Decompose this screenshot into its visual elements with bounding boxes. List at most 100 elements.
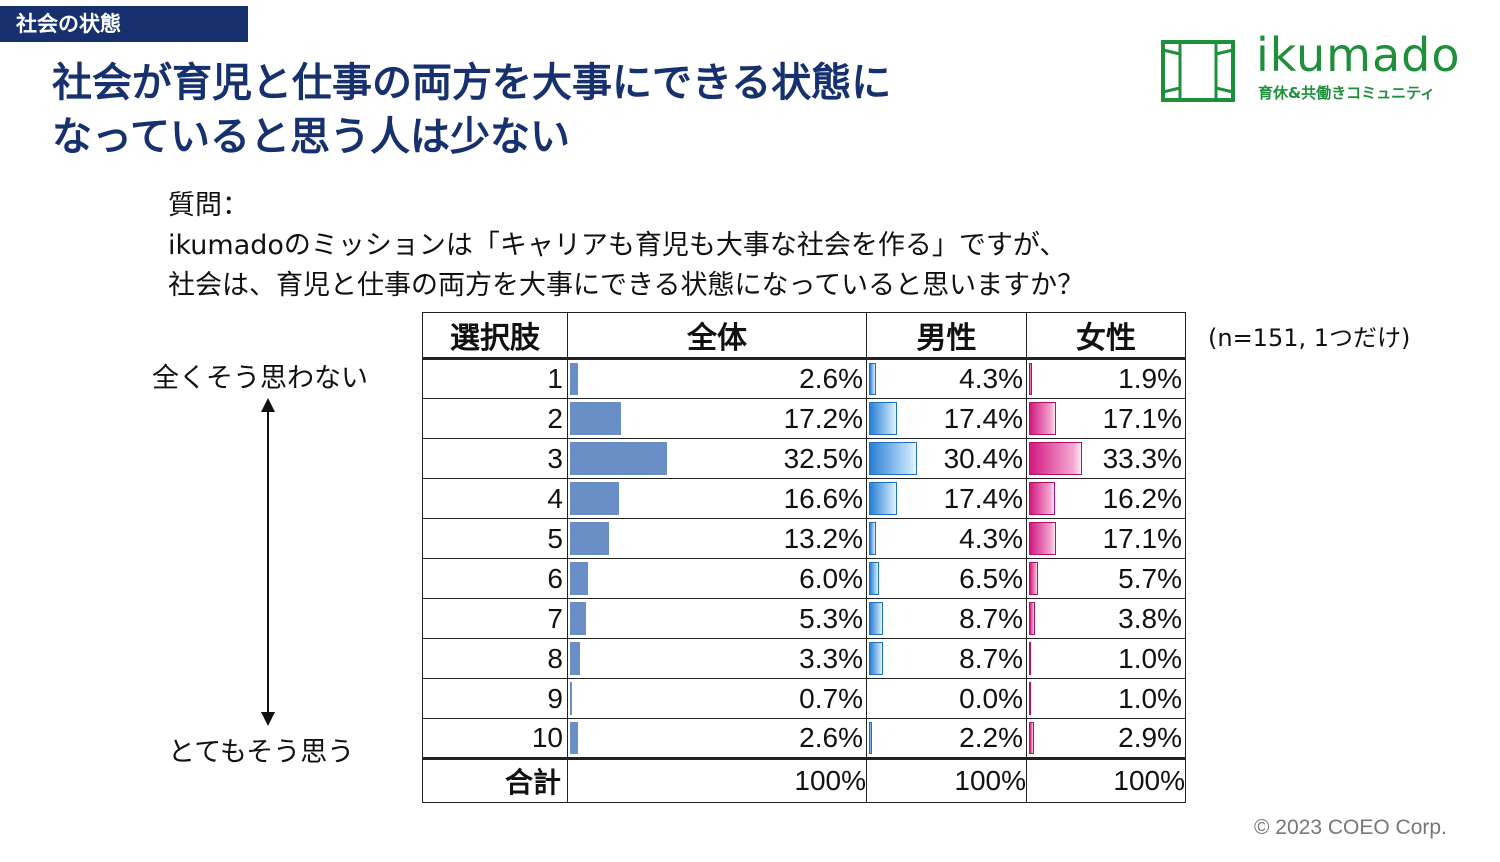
bar-female [1029, 642, 1031, 675]
table-row: 2 17.2% 17.4% 17.1% [422, 398, 1186, 439]
bar-cell-male: 4.3% [866, 358, 1027, 399]
question-line2: 社会は、育児と仕事の両方を大事にできる状態になっていると思いますか？ [168, 270, 1085, 301]
choice-label: 10 [422, 718, 568, 759]
data-label-total: 16.6% [783, 482, 863, 514]
data-label-total: 17.2% [783, 402, 863, 434]
bar-cell-total: 2.6% [567, 718, 867, 759]
table-row: 1 2.6% 4.3% 1.9% [422, 358, 1186, 399]
data-label-male: 8.7% [959, 642, 1023, 674]
bar-cell-total: 17.2% [567, 398, 867, 439]
table-row: 8 3.3% 8.7% 1.0% [422, 638, 1186, 679]
data-label-male: 30.4% [943, 442, 1023, 474]
data-label-male: 17.4% [943, 482, 1023, 514]
bar-cell-male: 8.7% [866, 598, 1027, 639]
question-label: 質問： [168, 190, 249, 221]
data-label-female: 5.7% [1118, 562, 1182, 594]
table-row: 5 13.2% 4.3% 17.1% [422, 518, 1186, 559]
sample-note: (n=151, 1つだけ) [1208, 324, 1411, 352]
bar-total [570, 442, 667, 475]
results-table: 選択肢 全体 男性 女性 1 2.6% 4.3% 1.9% 2 17.2% 17.4% 17.… [422, 312, 1186, 803]
copyright-text: © 2023 COEO Corp. [1254, 816, 1447, 839]
bar-female [1029, 402, 1057, 435]
bar-male [869, 642, 883, 675]
bar-male [869, 442, 918, 475]
table-row: 9 0.7% 0.0% 1.0% [422, 678, 1186, 719]
bar-cell-total: 5.3% [567, 598, 867, 639]
data-label-male: 4.3% [959, 363, 1023, 394]
bar-cell-female: 17.1% [1026, 398, 1186, 439]
data-label-female: 1.0% [1118, 642, 1182, 674]
data-label-male: 0.0% [959, 682, 1023, 714]
data-label-total: 32.5% [783, 442, 863, 474]
data-label-female: 33.3% [1102, 442, 1182, 474]
bar-cell-male: 4.3% [866, 518, 1027, 559]
data-label-total: 6.0% [799, 562, 863, 594]
double-arrow-icon [261, 398, 275, 726]
bar-cell-female: 1.9% [1026, 358, 1186, 399]
window-logo-icon [1161, 40, 1235, 102]
bar-male [869, 522, 876, 555]
bar-cell-total: 16.6% [567, 478, 867, 519]
bar-female [1029, 522, 1057, 555]
data-label-total: 13.2% [783, 522, 863, 554]
table-row: 3 32.5% 30.4% 33.3% [422, 438, 1186, 479]
choice-label: 7 [422, 598, 568, 639]
bar-cell-female: 1.0% [1026, 678, 1186, 719]
choice-label: 6 [422, 558, 568, 599]
table-body: 1 2.6% 4.3% 1.9% 2 17.2% 17.4% 17.1% 3 32.5% 30.4%… [422, 358, 1186, 759]
bar-cell-total: 0.7% [567, 678, 867, 719]
column-header-total: 全体 [567, 312, 867, 360]
bar-female [1029, 363, 1032, 395]
choice-label: 1 [422, 358, 568, 399]
bar-cell-female: 17.1% [1026, 518, 1186, 559]
section-tag: 社会の状態 [0, 6, 248, 42]
total-row-label: 合計 [422, 757, 568, 803]
bar-female [1029, 442, 1082, 475]
bar-cell-total: 32.5% [567, 438, 867, 479]
scale-label-top: 全くそう思わない [152, 363, 368, 394]
bar-cell-female: 5.7% [1026, 558, 1186, 599]
scale-label-bottom: とてもそう思う [168, 737, 355, 768]
bar-total [570, 522, 610, 555]
data-label-male: 17.4% [943, 402, 1023, 434]
column-header-choice: 選択肢 [422, 312, 568, 360]
bar-total [570, 363, 578, 395]
data-label-male: 6.5% [959, 562, 1023, 594]
bar-total [570, 722, 578, 754]
bar-cell-male: 17.4% [866, 478, 1027, 519]
data-label-total: 5.3% [799, 602, 863, 634]
bar-male [869, 363, 876, 395]
question-block: 質問： ikumadoのミッションは「キャリアも育児も大事な社会を作る」ですが、… [168, 186, 1084, 306]
bar-cell-total: 6.0% [567, 558, 867, 599]
data-label-male: 4.3% [959, 522, 1023, 554]
data-label-female: 17.1% [1102, 402, 1182, 434]
bar-female [1029, 562, 1038, 595]
page-title: 社会が育児と仕事の両方を大事にできる状態に なっていると思う人は少ない [52, 56, 1132, 164]
choice-label: 8 [422, 638, 568, 679]
table-header-row: 選択肢 全体 男性 女性 [422, 312, 1186, 360]
choice-label: 9 [422, 678, 568, 719]
column-header-male: 男性 [866, 312, 1027, 360]
column-header-female: 女性 [1026, 312, 1186, 360]
bar-female [1029, 682, 1031, 715]
table-row: 7 5.3% 8.7% 3.8% [422, 598, 1186, 639]
data-label-female: 2.9% [1118, 722, 1182, 753]
bar-total [570, 562, 588, 595]
logo-subtitle: 育休&共働きコミュニティ [1258, 84, 1436, 102]
ikumado-logo: ikumado 育休&共働きコミュニティ [1160, 28, 1480, 106]
bar-female [1029, 722, 1034, 754]
page-title-line2: なっていると思う人は少ない [52, 114, 570, 160]
data-label-male: 8.7% [959, 602, 1023, 634]
bar-cell-male: 8.7% [866, 638, 1027, 679]
bar-female [1029, 602, 1035, 635]
data-label-female: 3.8% [1118, 602, 1182, 634]
total-row-value-total: 100% [567, 757, 867, 803]
bar-male [869, 602, 883, 635]
data-label-total: 0.7% [799, 682, 863, 714]
bar-cell-male: 17.4% [866, 398, 1027, 439]
bar-cell-male: 30.4% [866, 438, 1027, 479]
bar-male [869, 402, 897, 435]
bar-total [570, 642, 580, 675]
data-label-female: 1.0% [1118, 682, 1182, 714]
table-row: 6 6.0% 6.5% 5.7% [422, 558, 1186, 599]
